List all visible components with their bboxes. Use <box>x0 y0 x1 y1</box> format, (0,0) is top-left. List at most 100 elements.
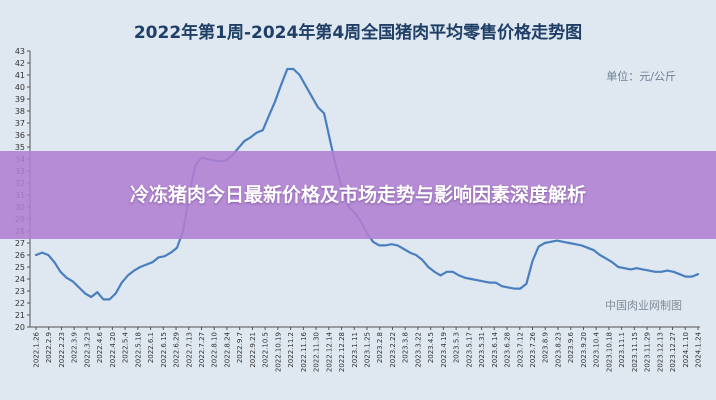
x-tick-label: 2023.10.18 <box>605 332 613 372</box>
data-point <box>458 274 460 277</box>
data-point <box>648 269 650 272</box>
data-point <box>378 244 381 247</box>
data-point <box>390 243 393 246</box>
x-tick-label: 2023.8.9 <box>542 332 550 363</box>
y-tick-label: 22 <box>15 299 25 308</box>
x-tick-label: 2022.1.26 <box>33 331 41 367</box>
data-point <box>114 292 117 295</box>
data-point <box>556 239 558 242</box>
data-point <box>298 74 301 76</box>
data-point <box>108 298 111 301</box>
data-point <box>519 287 522 290</box>
x-tick-label: 2023.12.27 <box>669 332 677 372</box>
data-point <box>329 140 332 142</box>
x-tick-label: 2023.9.20 <box>580 332 588 368</box>
data-point <box>543 242 546 244</box>
data-point <box>513 287 516 290</box>
data-point <box>611 261 614 264</box>
headline-banner: 冷冻猪肉今日最新价格及市场走势与影响因素深度解析 <box>0 151 716 239</box>
data-point <box>488 281 491 284</box>
x-tick-label: 2022.11.2 <box>287 332 295 368</box>
data-point <box>145 263 148 266</box>
data-point <box>697 273 699 276</box>
data-point <box>169 251 172 254</box>
x-tick-label: 2023.6.14 <box>491 331 499 367</box>
y-tick-label: 41 <box>15 71 25 80</box>
y-tick-label: 35 <box>15 143 25 152</box>
data-point <box>96 291 99 294</box>
data-point <box>439 274 442 277</box>
data-point <box>605 257 607 260</box>
data-point <box>102 298 105 301</box>
data-point <box>120 281 123 284</box>
y-tick-label: 37 <box>15 119 25 128</box>
x-tick-label: 2022.3.9 <box>71 332 79 363</box>
x-tick-label: 2022.12.14 <box>325 331 333 372</box>
data-point <box>317 106 319 109</box>
y-tick-label: 26 <box>15 251 25 260</box>
data-point <box>53 261 56 264</box>
x-tick-label: 2022.4.20 <box>109 332 117 368</box>
x-tick-label: 2022.12.28 <box>338 332 346 372</box>
x-tick-label: 2022.7.27 <box>198 332 206 368</box>
data-point <box>286 68 289 70</box>
x-tick-label: 2023.4.5 <box>427 332 435 363</box>
data-point <box>562 240 565 243</box>
data-point <box>549 240 552 243</box>
data-point <box>690 275 693 278</box>
data-point <box>310 95 313 98</box>
x-tick-label: 2022.2.23 <box>58 332 66 368</box>
data-point <box>35 254 37 256</box>
data-point <box>292 68 295 70</box>
x-tick-label: 2023.12.13 <box>656 332 664 372</box>
data-point <box>464 276 466 279</box>
x-tick-label: 2023.7.12 <box>516 332 524 368</box>
data-point <box>59 270 62 273</box>
data-point <box>623 267 626 270</box>
x-tick-label: 2023.2.8 <box>376 332 384 363</box>
data-point <box>482 280 485 283</box>
chart-title: 2022年第1周-2024年第4周全国猪肉平均零售价格走势图 <box>134 22 582 43</box>
data-point <box>402 248 405 250</box>
unit-label: 单位：元/公斤 <box>606 69 676 83</box>
data-point <box>163 255 166 258</box>
data-point <box>568 242 571 244</box>
x-tick-label: 2022.10.5 <box>262 332 270 368</box>
y-tick-label: 27 <box>15 239 25 248</box>
x-tick-label: 2023.7.26 <box>529 331 537 367</box>
x-tick-label: 2023.5.17 <box>465 332 473 368</box>
data-point <box>654 270 656 273</box>
data-point <box>660 270 663 273</box>
data-point <box>684 275 687 278</box>
x-tick-label: 2023.3.22 <box>414 332 422 368</box>
data-point <box>151 261 154 264</box>
x-tick-label: 2022.3.23 <box>83 332 91 368</box>
data-point <box>139 266 142 268</box>
x-tick-label: 2022.6.15 <box>160 332 168 368</box>
data-point <box>409 251 411 254</box>
data-point <box>451 270 454 273</box>
data-point <box>372 240 375 243</box>
data-point <box>617 266 620 268</box>
x-tick-label: 2023.9.6 <box>567 331 575 363</box>
x-tick-label: 2024.1.24 <box>695 331 703 367</box>
data-point <box>427 266 430 268</box>
x-tick-label: 2023.3.8 <box>402 332 410 363</box>
x-tick-label: 2022.8.10 <box>211 332 219 368</box>
data-point <box>249 136 252 139</box>
data-point <box>78 286 80 289</box>
data-point <box>84 292 86 295</box>
x-tick-label: 2023.10.4 <box>593 331 601 367</box>
data-point <box>476 279 479 282</box>
data-point <box>586 246 589 249</box>
y-tick-label: 25 <box>15 263 25 272</box>
data-point <box>304 84 307 87</box>
data-point <box>127 274 129 277</box>
data-point <box>500 285 503 288</box>
data-point <box>255 131 258 134</box>
x-tick-label: 2022.4.6 <box>96 331 104 363</box>
x-tick-label: 2022.6.29 <box>173 332 181 368</box>
data-point <box>421 258 424 261</box>
x-tick-label: 2023.5.3 <box>453 332 461 363</box>
y-tick-label: 24 <box>15 275 25 284</box>
